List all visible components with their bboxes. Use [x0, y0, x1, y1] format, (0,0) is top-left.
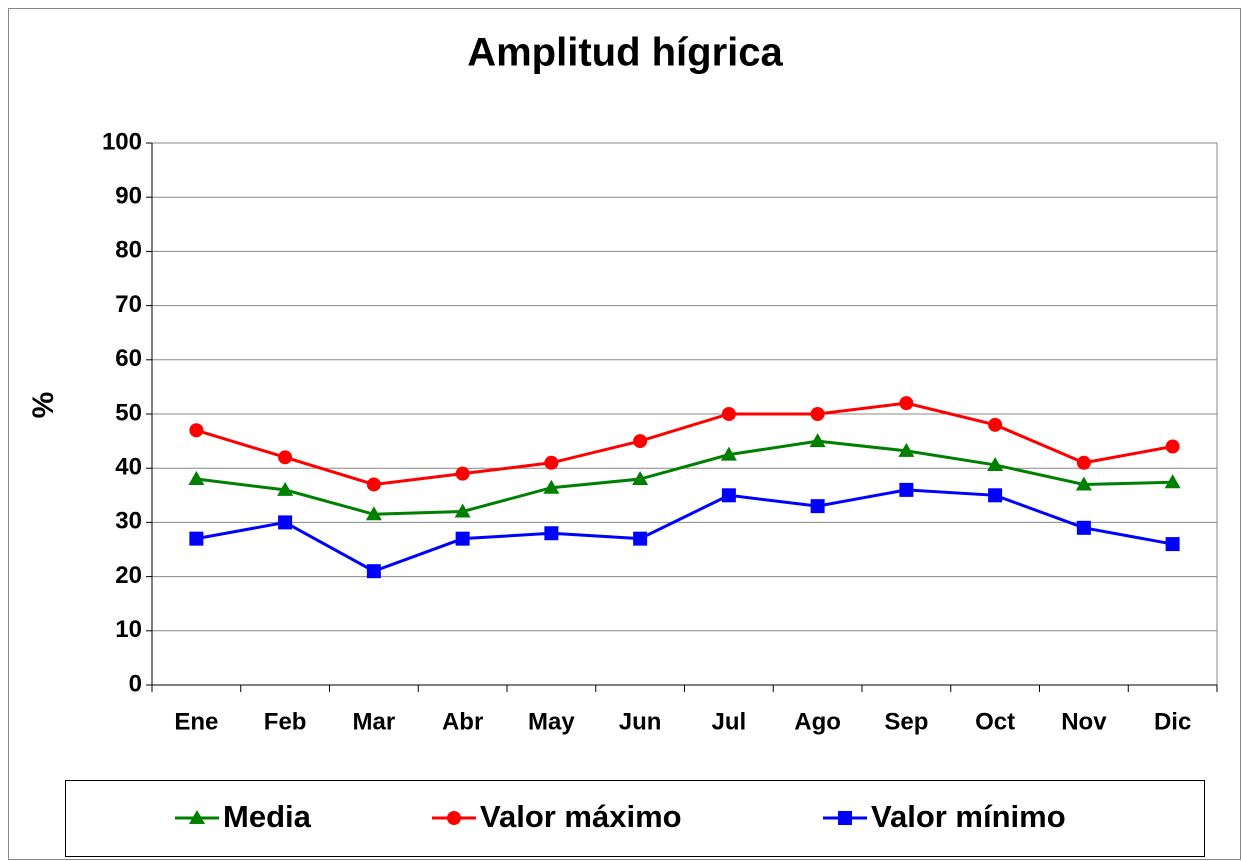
x-tick-label: Feb [264, 708, 307, 735]
marker [838, 811, 852, 825]
x-tick-label: Ene [174, 708, 218, 735]
marker [365, 506, 382, 521]
x-tick-label: Sep [884, 708, 928, 735]
marker [447, 811, 461, 825]
marker [455, 531, 470, 546]
marker [455, 466, 470, 481]
y-tick-label: 60 [115, 345, 142, 372]
marker [1075, 476, 1092, 491]
y-tick-label: 80 [115, 237, 142, 264]
marker [278, 450, 293, 465]
chart-title: Amplitud hígrica [467, 31, 783, 75]
legend-box [65, 780, 1205, 857]
marker [720, 446, 737, 461]
marker [988, 488, 1003, 503]
y-tick-label: 20 [115, 562, 142, 589]
series-line [196, 488, 1173, 573]
marker [366, 564, 381, 579]
marker [633, 531, 648, 546]
marker [721, 488, 736, 503]
marker [633, 434, 648, 449]
marker [987, 456, 1004, 471]
x-tick-label: Dic [1154, 708, 1191, 735]
marker [544, 526, 559, 541]
marker [454, 503, 471, 518]
marker [810, 407, 825, 421]
marker [1076, 455, 1091, 470]
marker [543, 479, 560, 494]
marker [809, 433, 826, 448]
y-tick-label: 40 [115, 454, 142, 481]
x-tick-label: May [528, 708, 575, 735]
series-line [195, 401, 1173, 486]
marker [899, 482, 914, 497]
x-tick-label: Oct [975, 708, 1015, 735]
marker [1165, 439, 1180, 454]
y-tick-label: 70 [115, 291, 142, 318]
x-tick-label: Mar [353, 708, 396, 735]
marker [189, 423, 204, 438]
marker [189, 531, 204, 546]
marker [899, 396, 914, 411]
marker [278, 515, 293, 530]
y-tick-label: 50 [115, 399, 142, 426]
y-tick-label: 0 [129, 670, 142, 697]
marker [632, 471, 649, 486]
y-axis-label: % [27, 392, 60, 419]
marker [188, 471, 205, 486]
marker [544, 455, 559, 470]
marker [277, 481, 294, 496]
marker [810, 499, 825, 514]
marker [366, 477, 381, 492]
chart-frame [8, 8, 1241, 860]
marker [189, 810, 205, 824]
marker [898, 442, 915, 457]
marker [988, 417, 1003, 432]
x-tick-label: Nov [1061, 708, 1107, 735]
x-tick-label: Jul [712, 708, 747, 735]
marker [1164, 474, 1181, 489]
y-tick-label: 90 [115, 183, 142, 210]
y-tick-label: 30 [115, 508, 142, 535]
x-tick-label: Abr [442, 708, 483, 735]
marker [1165, 537, 1180, 552]
y-tick-label: 10 [115, 616, 142, 643]
legend-label: Valor mínimo [871, 799, 1066, 834]
series-line [196, 439, 1173, 516]
marker [1076, 520, 1091, 535]
legend-label: Media [223, 799, 312, 834]
x-tick-label: Ago [794, 708, 841, 735]
marker [721, 407, 736, 421]
y-tick-label: 100 [102, 128, 142, 155]
x-tick-label: Jun [619, 708, 662, 735]
legend-label: Valor máximo [480, 799, 682, 834]
